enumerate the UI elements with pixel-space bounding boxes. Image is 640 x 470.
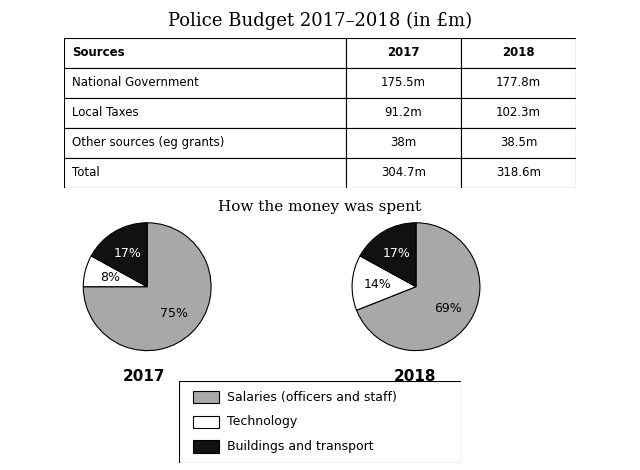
Text: 177.8m: 177.8m (496, 76, 541, 89)
Bar (346, 38, 461, 68)
Text: How the money was spent: How the money was spent (218, 200, 422, 214)
Text: Local Taxes: Local Taxes (72, 106, 138, 119)
Wedge shape (352, 256, 416, 310)
Text: 17%: 17% (114, 247, 141, 260)
Bar (346, 68, 461, 98)
Bar (461, 68, 576, 98)
Wedge shape (356, 223, 480, 351)
Bar (346, 128, 461, 158)
Text: National Government: National Government (72, 76, 198, 89)
Text: Salaries (officers and staff): Salaries (officers and staff) (227, 391, 397, 404)
Bar (64, 38, 346, 68)
Wedge shape (83, 223, 211, 351)
Text: Sources: Sources (72, 46, 124, 59)
Text: 2018: 2018 (502, 46, 534, 59)
Text: 69%: 69% (434, 302, 461, 315)
Bar (64, 128, 346, 158)
Text: Other sources (eg grants): Other sources (eg grants) (72, 136, 224, 149)
Text: Buildings and transport: Buildings and transport (227, 440, 374, 453)
Wedge shape (360, 223, 416, 287)
Text: 75%: 75% (160, 307, 188, 321)
Text: Total: Total (72, 166, 99, 180)
Text: 175.5m: 175.5m (381, 76, 426, 89)
Text: 304.7m: 304.7m (381, 166, 426, 180)
Text: 8%: 8% (100, 271, 120, 284)
Text: 38.5m: 38.5m (500, 136, 537, 149)
Bar (64, 98, 346, 128)
Text: Police Budget 2017–2018 (in £m): Police Budget 2017–2018 (in £m) (168, 12, 472, 30)
Bar (64, 158, 346, 188)
Bar (461, 128, 576, 158)
Bar (461, 38, 576, 68)
Text: 2018: 2018 (394, 369, 436, 384)
Text: 2017: 2017 (387, 46, 419, 59)
Text: 318.6m: 318.6m (496, 166, 541, 180)
Bar (346, 158, 461, 188)
Bar (193, 440, 219, 453)
Text: 14%: 14% (364, 278, 392, 291)
Text: 38m: 38m (390, 136, 417, 149)
Text: Technology: Technology (227, 415, 298, 428)
Text: 102.3m: 102.3m (496, 106, 541, 119)
Wedge shape (83, 256, 147, 287)
Bar (461, 158, 576, 188)
Bar (193, 391, 219, 403)
Wedge shape (91, 223, 147, 287)
Text: 91.2m: 91.2m (385, 106, 422, 119)
Bar (64, 68, 346, 98)
Bar (193, 415, 219, 428)
Bar (346, 98, 461, 128)
Text: 2017: 2017 (123, 369, 165, 384)
Bar (461, 98, 576, 128)
Text: 17%: 17% (383, 247, 410, 260)
